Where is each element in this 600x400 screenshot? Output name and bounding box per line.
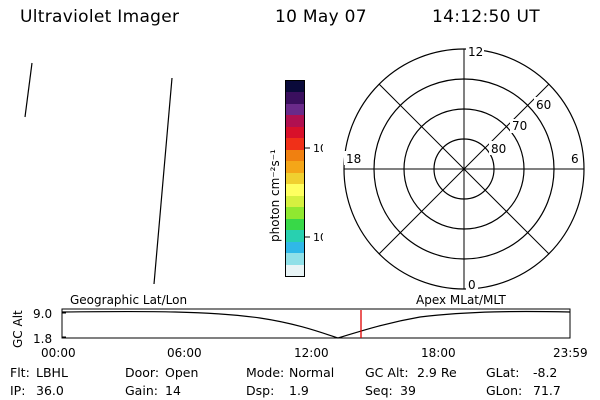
lat-label-80: 80 [491, 142, 506, 156]
door-label: Door: [125, 365, 160, 380]
label-bg-12 [466, 45, 484, 59]
time-tick-2359: 23:59 [553, 346, 588, 360]
label-bg-0 [466, 278, 478, 292]
mode-label: Mode: [246, 365, 285, 380]
gain-value: 14 [165, 383, 181, 398]
colorbar-segment [286, 103, 304, 116]
colorbar-segment [286, 230, 304, 242]
glat-value: -8.2 [533, 365, 558, 380]
filter-value: LBHL [36, 365, 68, 380]
label-bg-6 [568, 151, 580, 165]
polar-axis-diagonal-2 [378, 83, 550, 255]
time-tick-0000: 00:00 [41, 346, 76, 360]
dsp-value: 1.9 [289, 383, 309, 398]
colorbar-segment [286, 92, 304, 104]
timeline-y-tick-high: 9.0 [33, 307, 52, 321]
glat-label: GLat: [486, 365, 520, 380]
timeline-left-label: Geographic Lat/Lon [70, 293, 187, 307]
colorbar-segment [286, 149, 304, 162]
colorbar-segment [286, 81, 304, 93]
time-tick-0600: 06:00 [167, 346, 202, 360]
colorbar-axis: 100 10 photon cm⁻²s⁻¹ [268, 142, 323, 244]
mlt-label-18: 18 [346, 152, 361, 166]
gain-label: Gain: [125, 383, 158, 398]
dsp-label: Dsp: [246, 383, 275, 398]
colorbar-segment [286, 207, 304, 219]
orbit-altitude-curve [61, 310, 571, 339]
label-bg-80 [489, 141, 507, 155]
colorbar-segment [286, 161, 304, 173]
timeline-frame [61, 308, 571, 339]
time-tick-1800: 18:00 [421, 346, 456, 360]
colorbar [285, 80, 305, 277]
colorbar-segment [286, 184, 304, 196]
colorbar-segment [286, 172, 304, 185]
gc-alt-label: GC Alt: [365, 365, 409, 380]
colorbar-segment [286, 195, 304, 208]
app-title: Ultraviolet Imager [20, 7, 180, 27]
colorbar-segment [286, 115, 304, 127]
filter-label: Flt: [10, 365, 30, 380]
colorbar-segment [286, 138, 304, 150]
colorbar-segment [286, 241, 304, 254]
image-edge-stroke-left [24, 62, 33, 118]
colorbar-segment [286, 126, 304, 139]
seq-value: 39 [400, 383, 416, 398]
colorbar-tick-label-100: 100 [313, 142, 323, 155]
timeline-y-axis-label: GC Alt [11, 310, 25, 348]
label-bg-70 [510, 119, 528, 133]
colorbar-segment [286, 218, 304, 231]
gc-alt-value: 2.9 Re [417, 365, 457, 380]
glon-value: 71.7 [533, 383, 561, 398]
seq-label: Seq: [365, 383, 393, 398]
ip-value: 36.0 [36, 383, 64, 398]
timeline-right-label: Apex MLat/MLT [416, 293, 506, 307]
timeline-y-tick-low: 1.8 [33, 332, 52, 346]
label-bg-18 [344, 151, 362, 165]
polar-plot: 12 18 6 0 60 70 80 [343, 45, 585, 292]
colorbar-segment [286, 264, 304, 276]
mlt-label-6: 6 [571, 152, 579, 166]
ip-label: IP: [10, 383, 26, 398]
door-value: Open [165, 365, 199, 380]
mlt-label-0: 0 [468, 278, 476, 292]
lat-label-60: 60 [536, 98, 551, 112]
header-time: 14:12:50 UT [432, 7, 540, 27]
image-panel [24, 62, 173, 285]
colorbar-tick-label-10: 10 [313, 231, 323, 244]
glon-label: GLon: [486, 383, 523, 398]
mode-value: Normal [289, 365, 335, 380]
lat-label-70: 70 [512, 119, 527, 133]
label-bg-60 [534, 97, 552, 111]
header-date: 10 May 07 [275, 7, 367, 27]
mlt-label-12: 12 [468, 45, 483, 59]
time-tick-1200: 12:00 [294, 346, 329, 360]
image-edge-stroke-right [153, 77, 173, 285]
colorbar-unit-label: photon cm⁻²s⁻¹ [268, 149, 282, 242]
orbit-timeline: Geographic Lat/Lon Apex MLat/MLT GC Alt … [11, 293, 571, 348]
colorbar-segment [286, 253, 304, 265]
